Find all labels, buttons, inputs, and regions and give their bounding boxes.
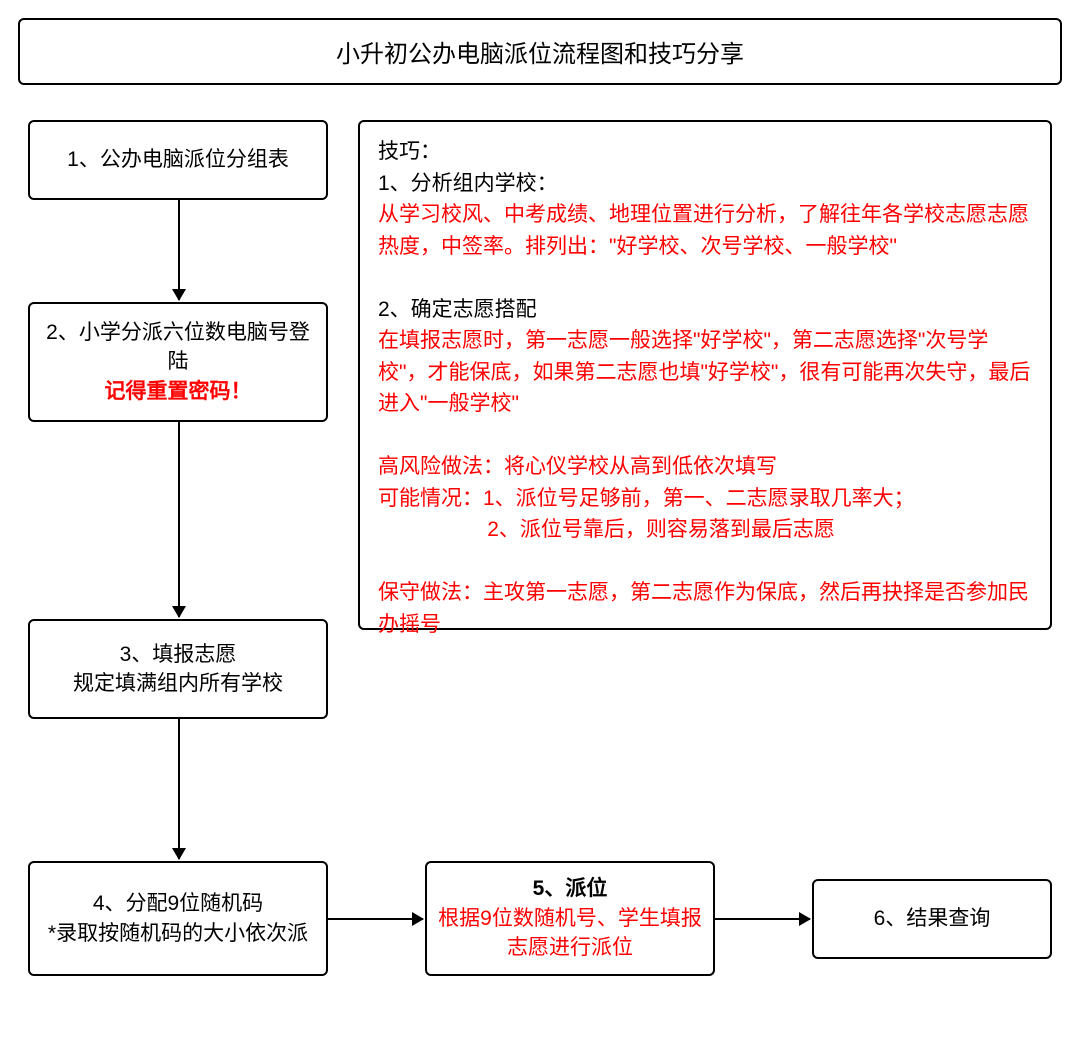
tips-s1-title: 1、分析组内学校： — [378, 172, 558, 195]
tips-s3-l3: 2、派位号靠后，则容易落到最后志愿 — [378, 514, 1032, 546]
node-4-line2: *录取按随机码的大小依次派 — [40, 919, 316, 948]
tips-s3-l2: 可能情况：1、派位号足够前，第一、二志愿录取几率大； — [378, 487, 915, 510]
node-4: 4、分配9位随机码 *录取按随机码的大小依次派 — [28, 861, 328, 976]
node-6-text: 6、结果查询 — [824, 904, 1040, 933]
flowchart-title: 小升初公办电脑派位流程图和技巧分享 — [18, 18, 1062, 85]
tips-s3-l1: 高风险做法：将心仪学校从高到低依次填写 — [378, 455, 777, 478]
tips-header: 技巧： — [378, 140, 441, 163]
tips-box: 技巧： 1、分析组内学校： 从学习校风、中考成绩、地理位置进行分析，了解往年各学… — [358, 120, 1052, 630]
node-2-line2: 记得重置密码！ — [40, 377, 316, 406]
arrow-4-5 — [328, 918, 423, 920]
arrow-1-2 — [178, 200, 180, 300]
arrow-3-4 — [178, 719, 180, 859]
node-3-line1: 3、填报志愿 — [40, 640, 316, 669]
title-text: 小升初公办电脑派位流程图和技巧分享 — [336, 41, 744, 68]
tips-s1-body: 从学习校风、中考成绩、地理位置进行分析，了解往年各学校志愿志愿热度，中签率。排列… — [378, 203, 1029, 258]
tips-s2-title: 2、确定志愿搭配 — [378, 298, 537, 321]
node-2-line1: 2、小学分派六位数电脑号登陆 — [40, 318, 316, 377]
node-6: 6、结果查询 — [812, 879, 1052, 959]
node-1-text: 1、公办电脑派位分组表 — [40, 145, 316, 174]
node-2: 2、小学分派六位数电脑号登陆 记得重置密码！ — [28, 302, 328, 422]
node-5-line1: 5、派位 — [437, 874, 703, 903]
arrow-2-3 — [178, 422, 180, 617]
node-3-line2: 规定填满组内所有学校 — [40, 669, 316, 698]
node-5-line2: 根据9位数随机号、学生填报志愿进行派位 — [437, 904, 703, 963]
tips-s2-body: 在填报志愿时，第一志愿一般选择"好学校"，第二志愿选择"次号学校"，才能保底，如… — [378, 329, 1030, 415]
tips-s4: 保守做法：主攻第一志愿，第二志愿作为保底，然后再抉择是否参加民办摇号 — [378, 581, 1029, 636]
node-1: 1、公办电脑派位分组表 — [28, 120, 328, 200]
node-3: 3、填报志愿 规定填满组内所有学校 — [28, 619, 328, 719]
node-4-line1: 4、分配9位随机码 — [40, 889, 316, 918]
node-5: 5、派位 根据9位数随机号、学生填报志愿进行派位 — [425, 861, 715, 976]
arrow-5-6 — [715, 918, 810, 920]
